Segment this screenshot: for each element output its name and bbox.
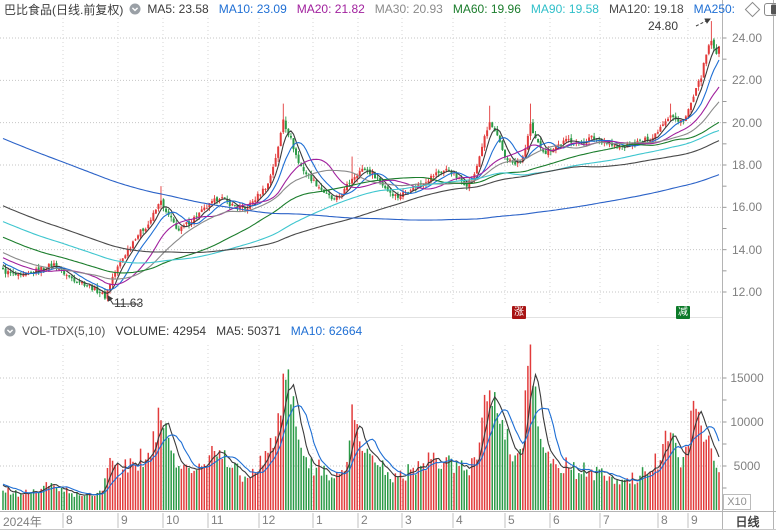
- month-label: 8: [66, 513, 73, 527]
- month-label: 2: [361, 513, 368, 527]
- month-label: 12: [262, 513, 276, 527]
- month-label: 9: [691, 513, 698, 527]
- month-label: 5: [508, 513, 515, 527]
- ma-legend-item-3: MA30: 20.93: [374, 2, 443, 16]
- month-label: 1: [316, 513, 323, 527]
- volume-legend-item-0: VOLUME: 42954: [115, 324, 207, 338]
- month-label: 9: [121, 513, 128, 527]
- ma-legend-item-2: MA20: 21.82: [296, 2, 365, 16]
- ma-legend-item-7: MA250:: [693, 2, 736, 16]
- ma-legend-item-0: MA5: 23.58: [147, 2, 209, 16]
- month-label: 2024年: [3, 515, 42, 529]
- month-label: 3: [405, 513, 412, 527]
- panel-layout-icon[interactable]: [764, 2, 776, 16]
- volume-legend: VOLUME: 42954 MA5: 50371 MA10: 62664: [115, 324, 372, 338]
- volume-axis-label: 10000: [730, 415, 764, 429]
- volume-axis-label: 15000: [730, 371, 764, 385]
- month-label: 10: [166, 513, 180, 527]
- ma-legend: MA5: 23.58 MA10: 23.09 MA20: 21.82 MA30: 20…: [147, 2, 745, 16]
- ma-legend-item-5: MA90: 19.58: [530, 2, 599, 16]
- ma-legend-item-4: MA60: 19.96: [452, 2, 521, 16]
- low-annotation: 11.63: [114, 296, 144, 310]
- volume-multiplier-label: X10: [723, 494, 751, 510]
- event-badge-0[interactable]: 涨: [512, 306, 526, 319]
- month-label: 7: [603, 513, 610, 527]
- price-axis-label: 20.00: [731, 115, 763, 130]
- collapse-indicator-icon[interactable]: [129, 3, 141, 15]
- volume-legend-item-1: MA5: 50371: [216, 324, 281, 338]
- volume-header: VOL-TDX(5,10) VOLUME: 42954 MA5: 50371 MA1…: [4, 321, 372, 341]
- period-label[interactable]: 日线: [735, 515, 760, 529]
- month-label: 8: [661, 513, 668, 527]
- volume-axis-label: 5000: [733, 459, 761, 473]
- gridlines: [0, 18, 722, 510]
- volume-ma-lines: [2, 372, 720, 496]
- event-badge-1[interactable]: 减: [676, 306, 690, 319]
- collapse-volume-icon[interactable]: [4, 325, 16, 337]
- price-axis-label: 12.00: [731, 285, 763, 299]
- ma-legend-item-6: MA120: 19.18: [608, 2, 684, 16]
- annotation-arrows: [107, 18, 711, 305]
- month-label: 6: [553, 513, 560, 527]
- price-axis-label: 22.00: [731, 73, 763, 88]
- high-annotation: 24.80: [648, 19, 679, 33]
- volume-indicator-name: VOL-TDX(5,10): [22, 324, 106, 338]
- page-title: 巴比食品(日线.前复权): [4, 2, 124, 17]
- price-axis-label: 16.00: [731, 200, 763, 215]
- month-label: 11: [211, 513, 224, 527]
- main-chart-header: 巴比食品(日线.前复权) MA5: 23.58 MA10: 23.09 MA20: …: [4, 1, 776, 17]
- price-axis-label: 18.00: [731, 158, 763, 172]
- volume-bars: [2, 344, 720, 510]
- volume-legend-item-2: MA10: 62664: [290, 324, 363, 338]
- moving-average-lines: [2, 46, 720, 294]
- ma-legend-item-1: MA10: 23.09: [218, 2, 287, 16]
- price-axis-label: 14.00: [731, 242, 763, 257]
- month-label: 4: [456, 513, 463, 527]
- ma250-diamond-icon: [744, 1, 761, 17]
- price-axis-label: 24.00: [731, 31, 763, 45]
